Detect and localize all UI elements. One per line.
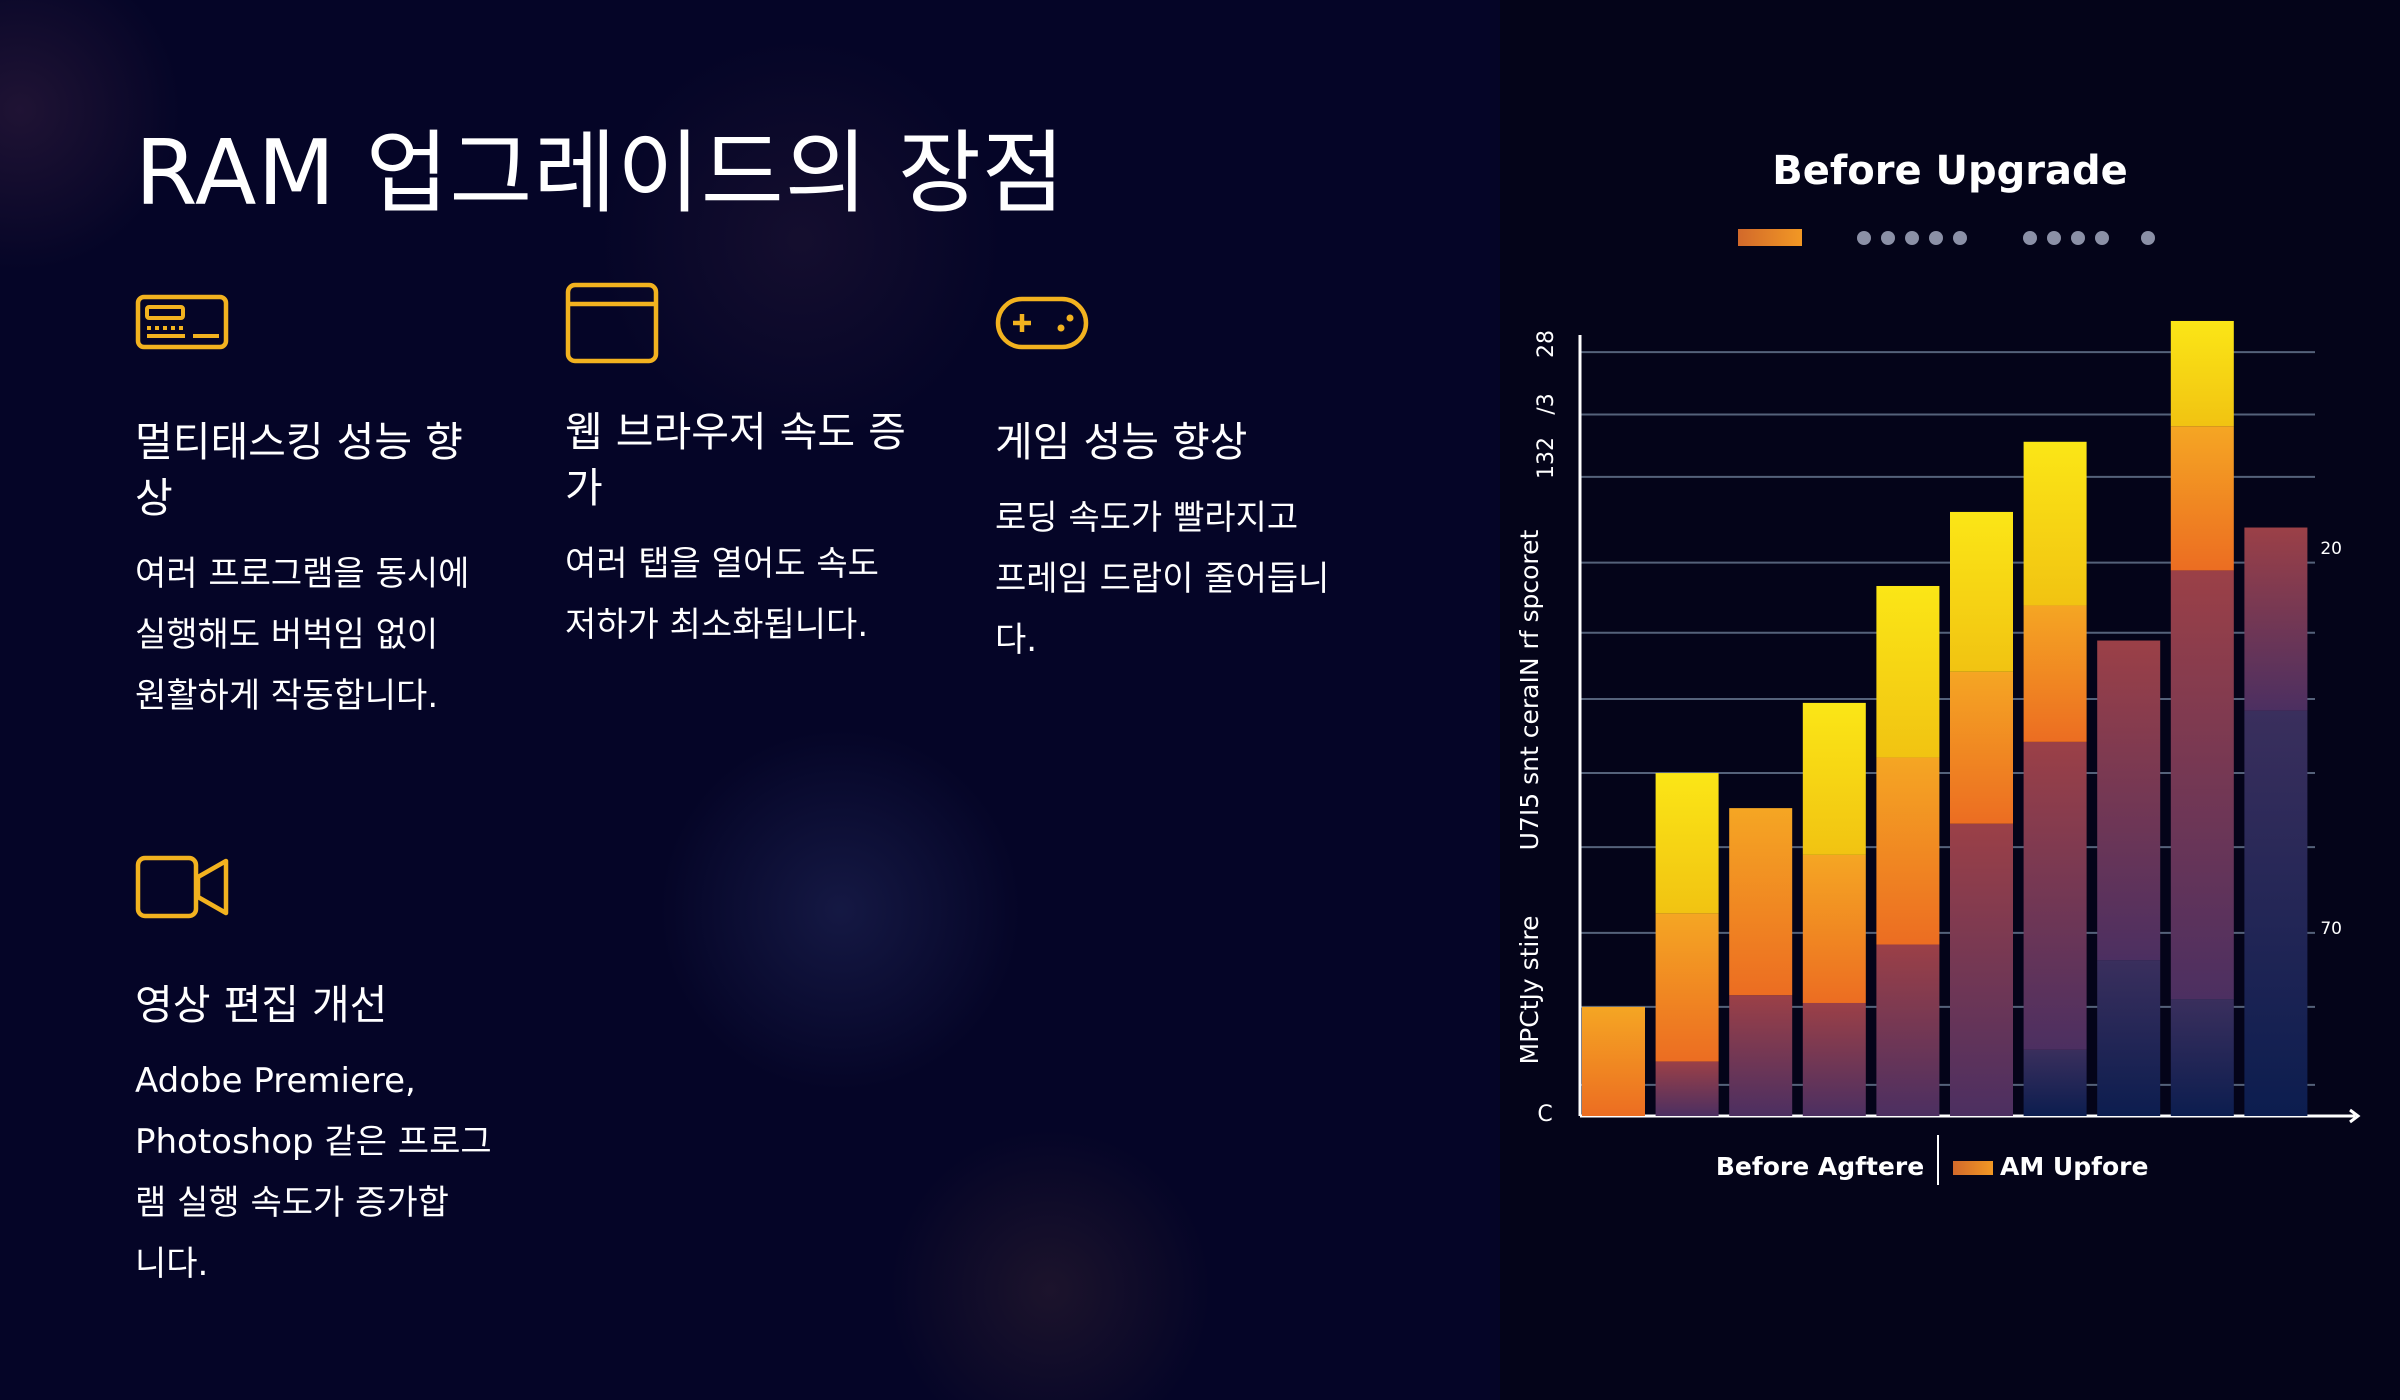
bar-segment <box>1655 1061 1719 1116</box>
bar-segment <box>1802 1002 1866 1116</box>
bar-segment <box>2244 710 2308 1116</box>
bar-segment <box>1582 1006 1645 1116</box>
feature-title: 영상 편집 개선 <box>135 981 388 1029</box>
bar-segment <box>2023 441 2087 606</box>
legend-dots <box>1857 231 2155 245</box>
bar-segment <box>1950 823 2013 1116</box>
bar-segment <box>2170 426 2234 571</box>
legend-dot <box>2023 231 2037 245</box>
feature-description: 여러 프로그램을 동시에 실행해도 버벅임 없이 원활하게 작동합니다. <box>135 554 470 716</box>
y2-tick-label: 20 <box>2320 539 2342 559</box>
video-camera-icon <box>135 855 229 919</box>
bar-segment <box>1655 913 1719 1062</box>
feature-description: 로딩 속도가 빨라지고 프레임 드랍이 줄어듭니 다. <box>995 498 1330 660</box>
feature-gaming: 게임 성능 향상 로딩 속도가 빨라지고 프레임 드랍이 줄어듭니 다. <box>995 292 1385 671</box>
y-tick-label: /3 <box>1534 393 1559 414</box>
page-title: RAM 업그레이드의 장점 <box>135 121 1066 226</box>
legend-label: AM Upfore <box>2000 1152 2148 1181</box>
y-axis-label: U7I5 snt ceraIN rf spcoret <box>1515 529 1544 850</box>
ram-card-icon <box>135 294 229 350</box>
gamepad-icon <box>995 296 1089 350</box>
legend-label: Before Agftere <box>1716 1152 1924 1181</box>
bar-segment <box>1802 854 1866 1003</box>
bar-segment <box>2023 741 2087 1050</box>
legend-dot <box>2047 231 2061 245</box>
y-axis-label-secondary: MPCtJy stire <box>1515 916 1544 1065</box>
browser-window-icon <box>565 282 659 364</box>
bar-segment <box>2170 570 2234 1000</box>
bar-segment <box>2097 640 2161 961</box>
bar-segment <box>2023 1049 2087 1116</box>
bar-segment <box>1655 773 1719 914</box>
feature-video-editing: 영상 편집 개선 Adobe Premiere, Photoshop 같은 프로… <box>135 855 525 1295</box>
chart-title: Before Upgrade <box>1772 148 2128 194</box>
feature-description: 여러 탭을 열어도 속도 저하가 최소화됩니다. <box>565 544 879 645</box>
bar-segment <box>2023 605 2087 742</box>
bar-segment <box>2244 527 2308 711</box>
bars-group <box>1582 320 2308 1116</box>
chart-panel: Before Upgrade 28 /3 132 C U7I5 snt cera… <box>1500 0 2400 1400</box>
bar-segment <box>1876 585 1940 758</box>
feature-title: 게임 성능 향상 <box>995 418 1248 466</box>
legend-dot <box>1929 231 1943 245</box>
x-axis-arrow <box>2349 1108 2361 1124</box>
bar-segment <box>2170 320 2234 427</box>
bar-segment <box>1950 671 2013 824</box>
legend-dot <box>2071 231 2085 245</box>
legend-dot <box>1881 231 1895 245</box>
bar-segment <box>1729 995 1793 1116</box>
y-tick-label: 132 <box>1534 437 1559 479</box>
legend-dot <box>1905 231 1919 245</box>
bar-segment <box>1729 808 1793 996</box>
y2-tick-label: 70 <box>2320 919 2342 939</box>
bar-segment <box>1876 944 1940 1116</box>
bar-segment <box>1950 511 2013 672</box>
bar-segment <box>1802 702 1866 855</box>
bar-chart: Before Upgrade 28 /3 132 C U7I5 snt cera… <box>1515 148 2361 1185</box>
legend-dot <box>1857 231 1871 245</box>
bar-segment <box>1876 757 1940 945</box>
y-tick-label: C <box>1537 1102 1552 1127</box>
bar-segment <box>2097 960 2161 1116</box>
legend-dot <box>2141 231 2155 245</box>
feature-description: Adobe Premiere, Photoshop 같은 프로그 램 실행 속도… <box>135 1061 492 1284</box>
legend-dot <box>1953 231 1967 245</box>
y-tick-label: 28 <box>1534 330 1559 358</box>
legend-dot <box>2095 231 2109 245</box>
legend-swatch <box>1953 1161 1993 1175</box>
bar-segment <box>2170 999 2234 1116</box>
legend-top-swatch <box>1738 229 1802 246</box>
